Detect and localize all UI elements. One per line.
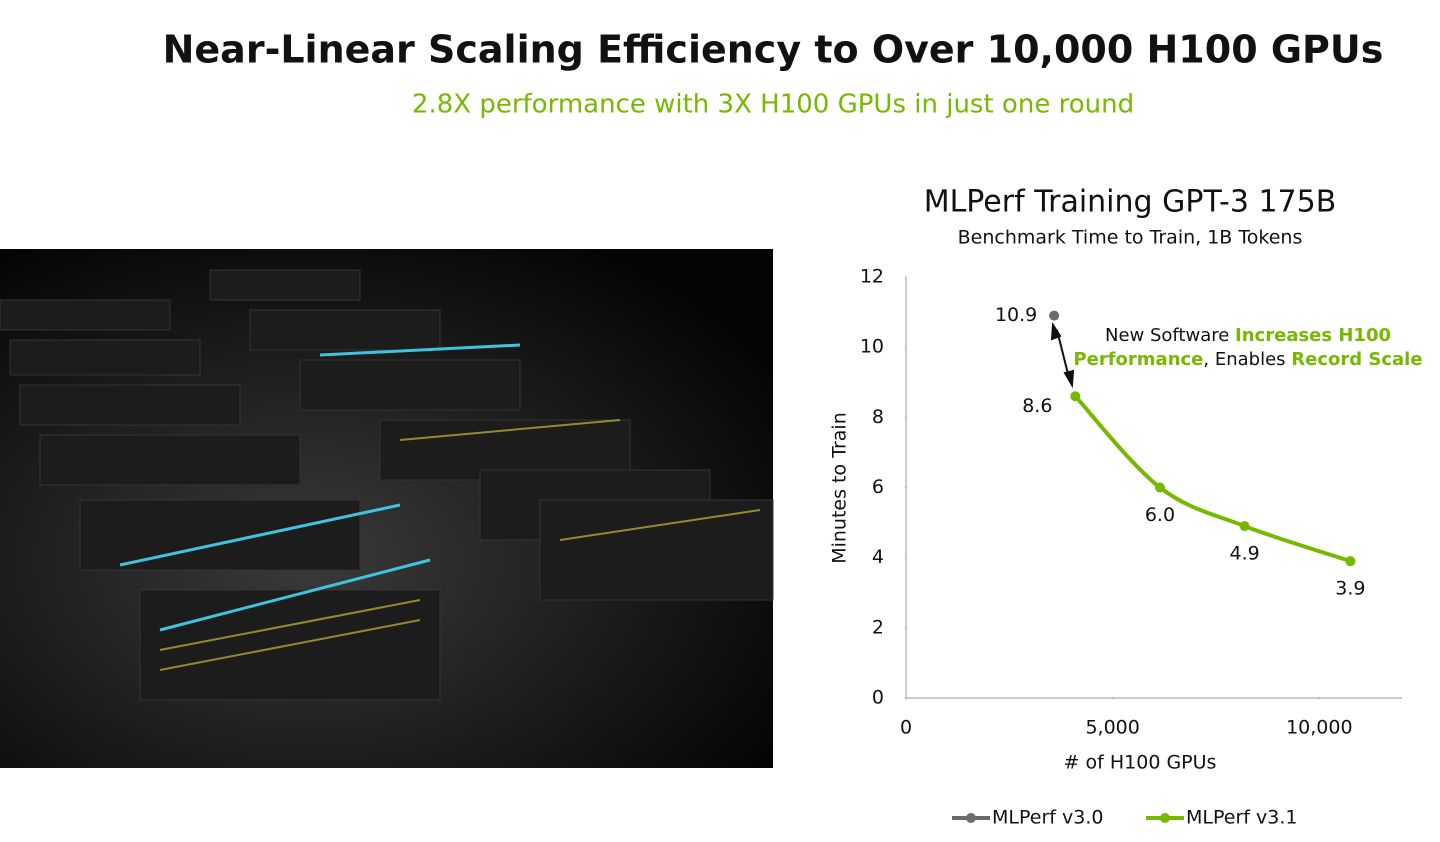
data-point xyxy=(1049,310,1060,321)
data-point xyxy=(1345,556,1356,567)
series-line xyxy=(1073,394,1352,564)
annotation-arrow xyxy=(1050,321,1075,389)
y-axis-label: Minutes to Train xyxy=(829,412,851,564)
y-tick-label: 12 xyxy=(860,266,884,288)
legend-marker xyxy=(1160,813,1170,823)
annotation-text: , Enables xyxy=(1203,349,1291,370)
data-point xyxy=(1154,482,1165,493)
annotation-line: New Software Increases H100 xyxy=(1105,325,1391,346)
slide-subtitle: 2.8X performance with 3X H100 GPUs in ju… xyxy=(412,90,1134,120)
annotation-line: Performance, Enables Record Scale xyxy=(1073,349,1422,370)
chart-title: MLPerf Training GPT-3 175B xyxy=(924,185,1337,220)
datacenter-photo xyxy=(0,249,774,768)
y-tick-label: 0 xyxy=(872,687,884,709)
legend-marker xyxy=(966,813,976,823)
x-tick-label: 0 xyxy=(900,717,912,739)
annotation: New Software Increases H100 Performance, … xyxy=(1073,325,1422,370)
legend-label: MLPerf v3.1 xyxy=(1186,807,1297,829)
data-point xyxy=(1239,521,1250,532)
slide-title: Near-Linear Scaling Efficiency to Over 1… xyxy=(163,28,1384,72)
annotation-text: Record Scale xyxy=(1291,349,1422,370)
chart-subtitle: Benchmark Time to Train, 1B Tokens xyxy=(958,227,1303,249)
annotation-text: Performance xyxy=(1073,349,1203,370)
legend-label: MLPerf v3.0 xyxy=(992,807,1103,829)
annotation-text: New Software xyxy=(1105,325,1235,346)
data-label: 4.9 xyxy=(1229,543,1259,565)
x-tick-label: 5,000 xyxy=(1085,717,1139,739)
y-tick-label: 10 xyxy=(860,336,884,358)
data-label: 6.0 xyxy=(1145,504,1175,526)
y-tick-label: 4 xyxy=(872,546,884,568)
x-tick-label: 10,000 xyxy=(1286,717,1352,739)
y-tick-label: 6 xyxy=(872,476,884,498)
data-label: 3.9 xyxy=(1335,578,1365,600)
data-label: 10.9 xyxy=(995,304,1037,326)
y-tick-label: 2 xyxy=(872,616,884,638)
x-axis-label: # of H100 GPUs xyxy=(1064,752,1217,774)
data-label: 8.6 xyxy=(1022,395,1052,417)
annotation-text: Increases H100 xyxy=(1235,325,1391,346)
y-tick-label: 8 xyxy=(872,406,884,428)
data-point xyxy=(1070,391,1081,402)
